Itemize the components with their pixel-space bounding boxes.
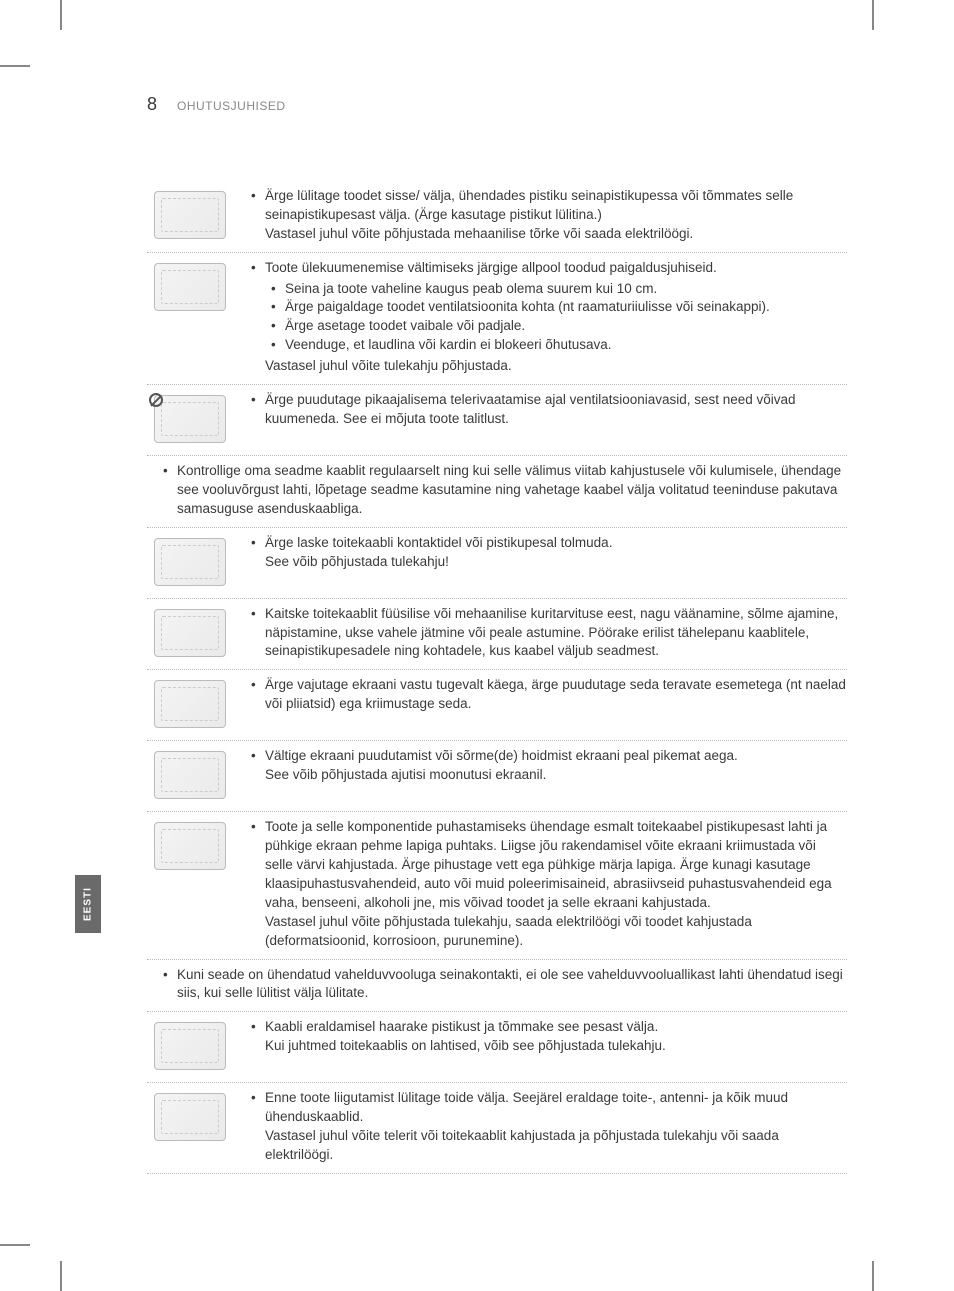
bullet-item: Ärge laske toitekaabli kontaktidel või p…: [255, 534, 847, 572]
safety-entry: Kontrollige oma seadme kaablit regulaars…: [147, 456, 847, 528]
entry-text: Vältige ekraani puudutamist või sõrme(de…: [245, 747, 847, 803]
bullet-item: Ärge lülitage toodet sisse/ välja, ühend…: [255, 187, 847, 244]
sub-bullet: Ärge asetage toodet vaibale või padjale.: [275, 317, 847, 336]
page-header: 8 OHUTUSJUHISED: [147, 94, 847, 115]
bullet-item: Enne toote liigutamist lülitage toide vä…: [255, 1089, 847, 1165]
consequence-text: See võib põhjustada tulekahju!: [265, 553, 847, 572]
illustration-icon: [147, 747, 233, 803]
illustration-icon: [147, 818, 233, 874]
safety-entry: Vältige ekraani puudutamist või sõrme(de…: [147, 741, 847, 812]
safety-entry: Ärge vajutage ekraani vastu tugevalt käe…: [147, 670, 847, 741]
illustration-icon: [147, 187, 233, 243]
safety-entry: Kaitske toitekaablit füüsilise või mehaa…: [147, 599, 847, 671]
sub-bullet: Veenduge, et laudlina või kardin ei blok…: [275, 336, 847, 355]
bullet-item: Kaabli eraldamisel haarake pistikust ja …: [255, 1018, 847, 1056]
consequence-text: Kui juhtmed toitekaablis on lahtised, võ…: [265, 1037, 847, 1056]
bullet-item: Ärge puudutage pikaajalisema telerivaata…: [255, 391, 847, 429]
entry-text: Ärge vajutage ekraani vastu tugevalt käe…: [245, 676, 847, 732]
entry-text: Kontrollige oma seadme kaablit regulaars…: [147, 462, 847, 519]
prohibit-icon: [149, 393, 163, 407]
illustration-icon: [147, 676, 233, 732]
illustration-icon: [147, 605, 233, 661]
entry-text: Toote ülekuumenemise vältimiseks järgige…: [245, 259, 847, 376]
entry-text: Kuni seade on ühendatud vahelduvvooluga …: [147, 966, 847, 1004]
sub-bullet: Seina ja toote vaheline kaugus peab olem…: [275, 280, 847, 299]
safety-entry: Kuni seade on ühendatud vahelduvvooluga …: [147, 960, 847, 1013]
consequence-text: Vastasel juhul võite telerit või toiteka…: [265, 1127, 847, 1165]
page-number: 8: [147, 94, 157, 115]
illustration-icon: [147, 1089, 233, 1145]
safety-entry: Kaabli eraldamisel haarake pistikust ja …: [147, 1012, 847, 1083]
entry-text: Ärge lülitage toodet sisse/ välja, ühend…: [245, 187, 847, 244]
illustration-icon: [147, 1018, 233, 1074]
illustration-icon: [147, 391, 233, 447]
entry-text: Kaitske toitekaablit füüsilise või mehaa…: [245, 605, 847, 662]
illustration-icon: [147, 259, 233, 315]
consequence-text: See võib põhjustada ajutisi moonutusi ek…: [265, 766, 847, 785]
consequence-text: Vastasel juhul võite tulekahju põhjustad…: [265, 357, 847, 376]
safety-entry: Ärge lülitage toodet sisse/ välja, ühend…: [147, 181, 847, 253]
entry-text: Kaabli eraldamisel haarake pistikust ja …: [245, 1018, 847, 1074]
entry-text: Ärge laske toitekaabli kontaktidel või p…: [245, 534, 847, 590]
bullet-item: Kontrollige oma seadme kaablit regulaars…: [167, 462, 847, 519]
language-tab: EESTI: [75, 875, 101, 933]
page-content: 8 OHUTUSJUHISED Ärge lülitage toodet sis…: [147, 94, 847, 1174]
bullet-item: Kaitske toitekaablit füüsilise või mehaa…: [255, 605, 847, 662]
safety-entry: Ärge laske toitekaabli kontaktidel või p…: [147, 528, 847, 599]
section-title: OHUTUSJUHISED: [177, 99, 286, 113]
safety-entry: Toote ja selle komponentide puhastamisek…: [147, 812, 847, 959]
bullet-item: Toote ja selle komponentide puhastamisek…: [255, 818, 847, 950]
safety-entry: Toote ülekuumenemise vältimiseks järgige…: [147, 253, 847, 385]
illustration-icon: [147, 534, 233, 590]
consequence-text: Vastasel juhul võite põhjustada tulekahj…: [265, 913, 847, 951]
consequence-text: Vastasel juhul võite põhjustada mehaanil…: [265, 225, 847, 244]
sub-bullet: Ärge paigaldage toodet ventilatsioonita …: [275, 298, 847, 317]
entry-text: Toote ja selle komponentide puhastamisek…: [245, 818, 847, 950]
bullet-item: Kuni seade on ühendatud vahelduvvooluga …: [167, 966, 847, 1004]
bullet-item: Ärge vajutage ekraani vastu tugevalt käe…: [255, 676, 847, 714]
bullet-item: Vältige ekraani puudutamist või sõrme(de…: [255, 747, 847, 785]
safety-entry: Enne toote liigutamist lülitage toide vä…: [147, 1083, 847, 1174]
entry-text: Enne toote liigutamist lülitage toide vä…: [245, 1089, 847, 1165]
bullet-item: Toote ülekuumenemise vältimiseks järgige…: [255, 259, 847, 376]
entry-text: Ärge puudutage pikaajalisema telerivaata…: [245, 391, 847, 447]
safety-entry: Ärge puudutage pikaajalisema telerivaata…: [147, 385, 847, 456]
